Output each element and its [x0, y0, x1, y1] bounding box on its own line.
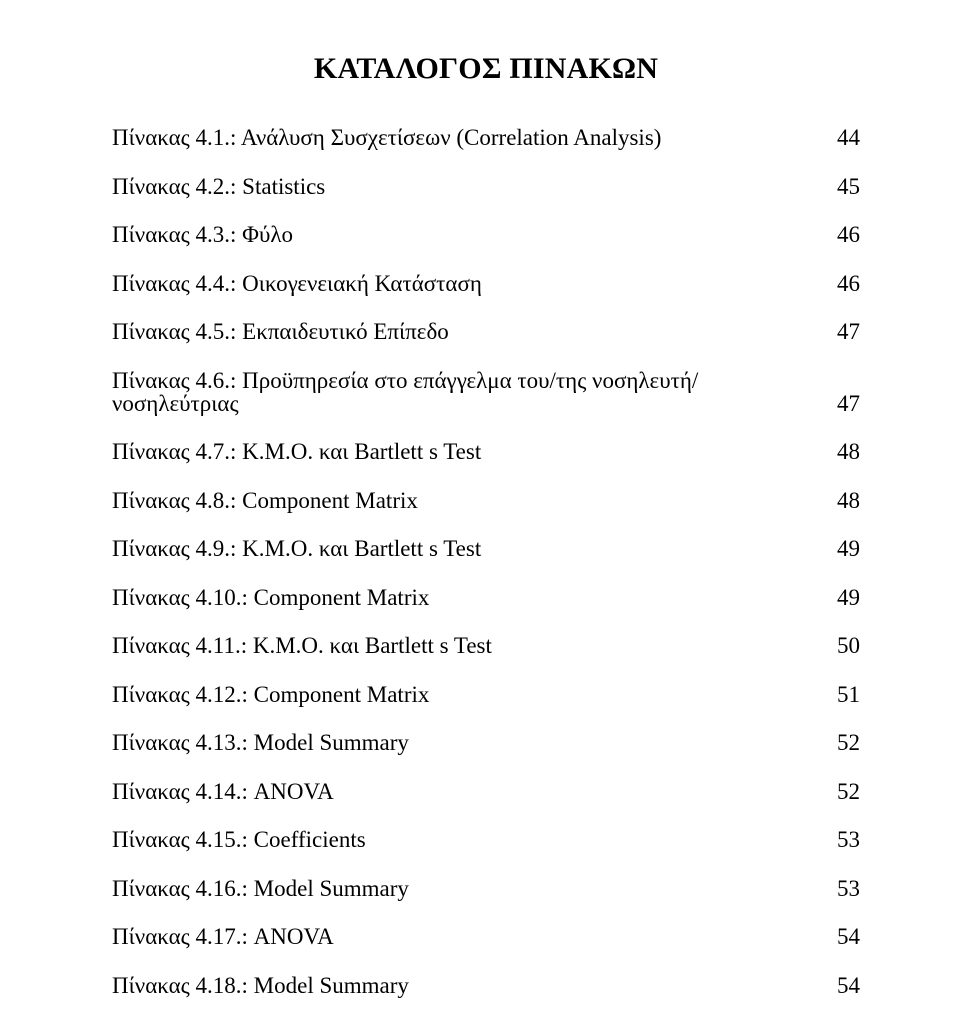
toc-row: Πίνακας 4.7.: K.M.O. και Bartlett s Test…: [112, 440, 860, 463]
toc-entry-label: Πίνακας 4.9.: K.M.O. και Bartlett s Test: [112, 537, 824, 560]
toc-entry-label: Πίνακας 4.2.: Statistics: [112, 175, 824, 198]
toc-entry-page: 54: [824, 974, 860, 997]
toc-entry-label: Πίνακας 4.18.: Model Summary: [112, 974, 824, 997]
toc-row: Πίνακας 4.13.: Model Summary52: [112, 731, 860, 754]
toc-entry-label: Πίνακας 4.15.: Coefficients: [112, 828, 824, 851]
toc-entry-page: 48: [824, 489, 860, 512]
toc-row: Πίνακας 4.1.: Ανάλυση Συσχετίσεων (Corre…: [112, 126, 860, 149]
toc-entry-label: Πίνακας 4.5.: Εκπαιδευτικό Επίπεδο: [112, 320, 824, 343]
toc-row: Πίνακας 4.9.: K.M.O. και Bartlett s Test…: [112, 537, 860, 560]
toc-entry-page: 46: [824, 223, 860, 246]
toc-entry-page: 44: [824, 126, 860, 149]
toc-entry-page: 47: [824, 392, 860, 415]
toc-entry-label: Πίνακας 4.11.: K.M.O. και Bartlett s Tes…: [112, 634, 824, 657]
toc-entry-label: Πίνακας 4.13.: Model Summary: [112, 731, 824, 754]
toc-row: Πίνακας 4.14.: ANOVA52: [112, 780, 860, 803]
toc-row: Πίνακας 4.3.: Φύλο46: [112, 223, 860, 246]
toc-entry-page: 53: [824, 877, 860, 900]
toc-entry-label: Πίνακας 4.10.: Component Matrix: [112, 586, 824, 609]
toc-entry-label: Πίνακας 4.12.: Component Matrix: [112, 683, 824, 706]
toc-row: Πίνακας 4.11.: K.M.O. και Bartlett s Tes…: [112, 634, 860, 657]
toc-entry-page: 47: [824, 320, 860, 343]
toc-entry-label: Πίνακας 4.14.: ANOVA: [112, 780, 824, 803]
toc-entry-label: Πίνακας 4.17.: ANOVA: [112, 925, 824, 948]
toc-row: Πίνακας 4.12.: Component Matrix51: [112, 683, 860, 706]
toc-entry-page: 53: [824, 828, 860, 851]
toc-entry-page: 49: [824, 586, 860, 609]
toc-entry-label: Πίνακας 4.4.: Οικογενειακή Κατάσταση: [112, 272, 824, 295]
toc-row: Πίνακας 4.8.: Component Matrix48: [112, 489, 860, 512]
table-of-contents: Πίνακας 4.1.: Ανάλυση Συσχετίσεων (Corre…: [112, 126, 860, 997]
toc-entry-label: Πίνακας 4.8.: Component Matrix: [112, 489, 824, 512]
toc-row: Πίνακας 4.6.: Προϋπηρεσία στο επάγγελμα …: [112, 369, 860, 415]
page-title: ΚΑΤΑΛΟΓΟΣ ΠΙΝΑΚΩΝ: [112, 52, 860, 86]
toc-row: Πίνακας 4.15.: Coefficients53: [112, 828, 860, 851]
toc-entry-label: Πίνακας 4.6.: Προϋπηρεσία στο επάγγελμα …: [112, 369, 824, 415]
toc-row: Πίνακας 4.17.: ANOVA54: [112, 925, 860, 948]
toc-row: Πίνακας 4.16.: Model Summary53: [112, 877, 860, 900]
toc-entry-page: 50: [824, 634, 860, 657]
toc-entry-page: 52: [824, 731, 860, 754]
document-page: ΚΑΤΑΛΟΓΟΣ ΠΙΝΑΚΩΝ Πίνακας 4.1.: Ανάλυση …: [0, 0, 960, 997]
toc-row: Πίνακας 4.4.: Οικογενειακή Κατάσταση46: [112, 272, 860, 295]
toc-entry-page: 48: [824, 440, 860, 463]
toc-entry-label: Πίνακας 4.3.: Φύλο: [112, 223, 824, 246]
toc-row: Πίνακας 4.10.: Component Matrix49: [112, 586, 860, 609]
toc-row: Πίνακας 4.5.: Εκπαιδευτικό Επίπεδο47: [112, 320, 860, 343]
toc-row: Πίνακας 4.18.: Model Summary54: [112, 974, 860, 997]
toc-entry-page: 45: [824, 175, 860, 198]
toc-entry-page: 54: [824, 925, 860, 948]
toc-entry-page: 52: [824, 780, 860, 803]
toc-row: Πίνακας 4.2.: Statistics45: [112, 175, 860, 198]
toc-entry-label: Πίνακας 4.7.: K.M.O. και Bartlett s Test: [112, 440, 824, 463]
toc-entry-page: 51: [824, 683, 860, 706]
toc-entry-label: Πίνακας 4.1.: Ανάλυση Συσχετίσεων (Corre…: [112, 126, 824, 149]
toc-entry-label: Πίνακας 4.16.: Model Summary: [112, 877, 824, 900]
toc-entry-page: 49: [824, 537, 860, 560]
toc-entry-page: 46: [824, 272, 860, 295]
